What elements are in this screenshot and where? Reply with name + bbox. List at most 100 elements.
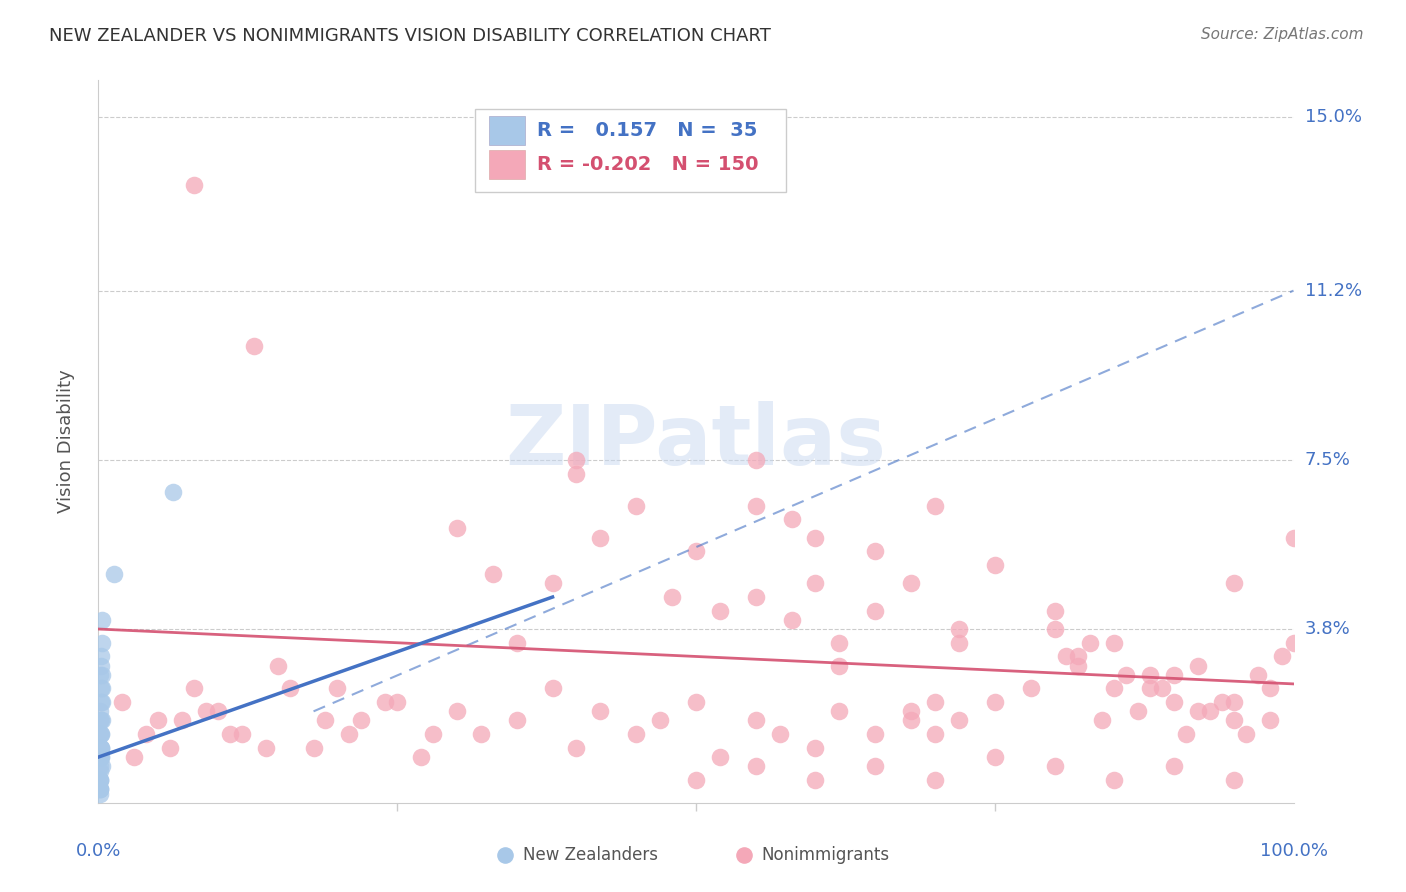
Point (1223, 695, 1246, 709)
Point (804, 576, 827, 591)
Point (1043, 604, 1066, 618)
Point (661, 590, 683, 604)
Point (90, 695, 112, 709)
Bar (489, 151, 524, 179)
Point (267, 658, 290, 673)
Point (924, 727, 946, 741)
Point (1247, 667, 1270, 681)
Point (1175, 727, 1198, 741)
Point (1163, 759, 1185, 773)
Point (780, 512, 803, 526)
Point (89, 782, 111, 797)
Point (1187, 704, 1209, 718)
Text: Nonimmigrants: Nonimmigrants (762, 846, 890, 863)
Point (565, 740, 588, 755)
Point (219, 727, 242, 741)
Point (1223, 576, 1246, 591)
Point (91, 681, 114, 696)
Point (1043, 759, 1066, 773)
Point (315, 714, 337, 728)
Point (541, 576, 564, 591)
Point (91, 636, 114, 650)
Point (865, 727, 887, 741)
Point (1163, 667, 1185, 681)
Point (745, 499, 768, 513)
Text: 7.5%: 7.5% (1305, 450, 1351, 469)
Point (1282, 636, 1305, 650)
Point (924, 772, 946, 787)
Point (804, 740, 827, 755)
Point (984, 750, 1007, 764)
Point (90, 658, 112, 673)
Point (1019, 681, 1042, 696)
Point (565, 467, 588, 481)
Point (828, 658, 851, 673)
Point (1091, 714, 1114, 728)
Point (745, 453, 768, 467)
Point (948, 636, 970, 650)
Text: R =   0.157   N =  35: R = 0.157 N = 35 (537, 121, 758, 140)
Point (1080, 636, 1102, 650)
Point (90, 740, 112, 755)
Point (948, 714, 970, 728)
Point (481, 567, 505, 582)
Point (162, 484, 184, 499)
Point (1152, 681, 1174, 696)
Point (984, 695, 1007, 709)
Point (91, 613, 114, 627)
Bar (475, 109, 786, 193)
Text: 11.2%: 11.2% (1305, 282, 1362, 300)
Point (565, 453, 588, 467)
Point (385, 695, 409, 709)
Point (1258, 681, 1281, 696)
Y-axis label: Vision Disability: Vision Disability (56, 369, 75, 514)
Point (183, 178, 205, 193)
Point (648, 714, 672, 728)
Point (350, 714, 373, 728)
Point (470, 727, 492, 741)
Point (135, 727, 157, 741)
Point (183, 681, 205, 696)
Point (89, 714, 111, 728)
Point (1128, 704, 1150, 718)
Point (1139, 667, 1161, 681)
Point (948, 622, 970, 636)
Text: New Zealanders: New Zealanders (523, 846, 658, 863)
Point (90, 750, 112, 764)
Point (90, 681, 112, 696)
Point (589, 531, 612, 545)
Text: Source: ZipAtlas.com: Source: ZipAtlas.com (1201, 27, 1364, 42)
Point (89, 704, 111, 718)
Point (1163, 695, 1185, 709)
Point (1234, 727, 1257, 741)
Point (865, 604, 887, 618)
Point (90, 727, 112, 741)
Point (89, 667, 111, 681)
Point (984, 558, 1007, 572)
Point (1115, 667, 1137, 681)
Point (924, 695, 946, 709)
Text: 0.0%: 0.0% (76, 842, 121, 860)
Point (1104, 636, 1126, 650)
Point (302, 740, 325, 755)
Point (1187, 658, 1209, 673)
Text: ZIPatlas: ZIPatlas (506, 401, 886, 482)
Point (924, 499, 946, 513)
Point (90, 740, 112, 755)
Point (685, 695, 707, 709)
Point (89, 787, 111, 801)
Point (804, 772, 827, 787)
Bar (489, 117, 524, 145)
Point (900, 704, 922, 718)
Point (1258, 714, 1281, 728)
Point (745, 759, 768, 773)
Point (1067, 658, 1090, 673)
Point (1211, 695, 1233, 709)
Point (506, 636, 529, 650)
Point (1271, 649, 1294, 664)
Point (709, 750, 731, 764)
Point (90, 714, 112, 728)
Point (91, 695, 114, 709)
Point (411, 750, 433, 764)
Point (231, 727, 253, 741)
